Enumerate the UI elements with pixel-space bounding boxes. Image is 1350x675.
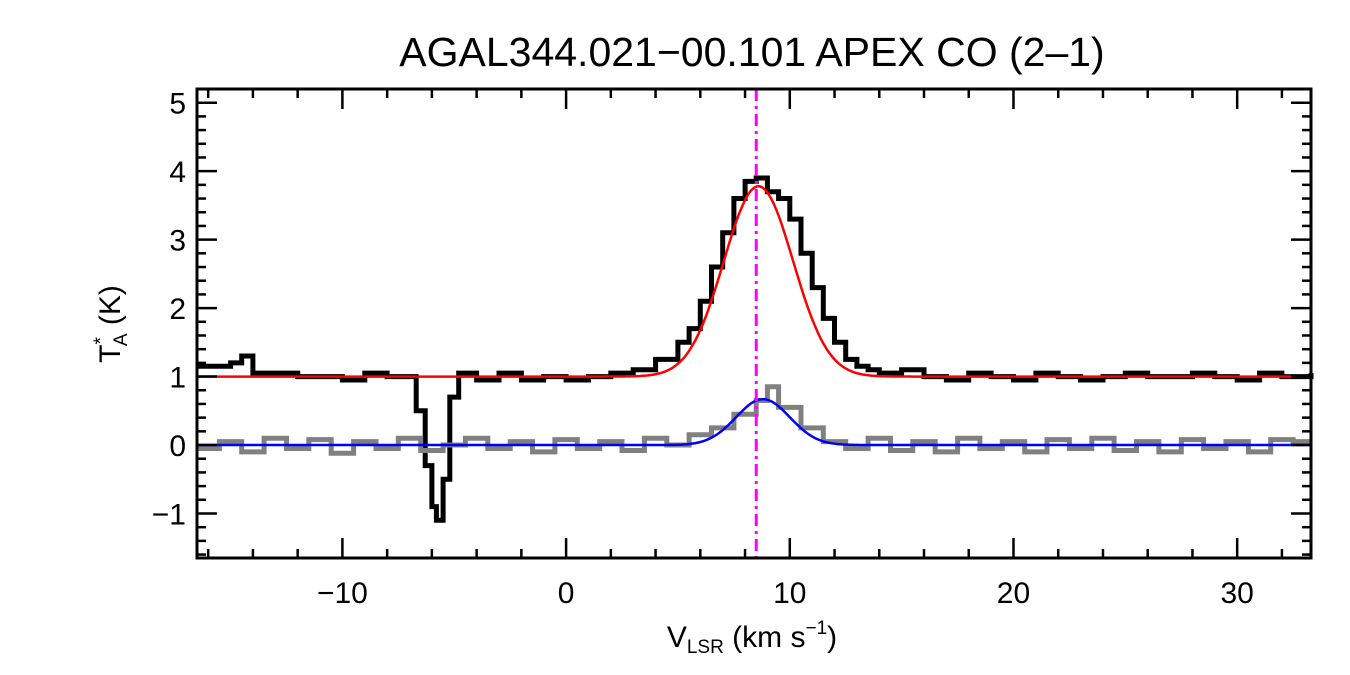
series-3-fit (197, 397, 1311, 447)
y-tick-label: 1 (169, 362, 186, 395)
y-tick-label: 4 (169, 156, 186, 189)
y-tick-label: 0 (169, 430, 186, 463)
y-axis-label: T*A (K) (91, 285, 132, 363)
plot-frame (195, 87, 1313, 560)
y-tick-label: −1 (152, 498, 186, 531)
x-tick-label: 0 (558, 577, 575, 610)
x-tick-label: 30 (1220, 577, 1253, 610)
y-tick-label: 2 (169, 293, 186, 326)
series-1-fit (197, 185, 1311, 378)
y-tick-label: 3 (169, 225, 186, 258)
x-tick-label: 20 (997, 577, 1030, 610)
plot-area (197, 89, 1314, 558)
axis-ticks (197, 87, 1311, 558)
y-tick-label: 5 (169, 88, 186, 121)
series-0-step (197, 175, 1314, 523)
x-tick-label: 10 (773, 577, 806, 610)
x-tick-label: −10 (317, 577, 368, 610)
x-axis-label: VLSR (km s−1) (667, 618, 837, 658)
series-2-step (197, 384, 1311, 456)
chart-title: AGAL344.021−00.101 APEX CO (2–1) (399, 29, 1104, 75)
